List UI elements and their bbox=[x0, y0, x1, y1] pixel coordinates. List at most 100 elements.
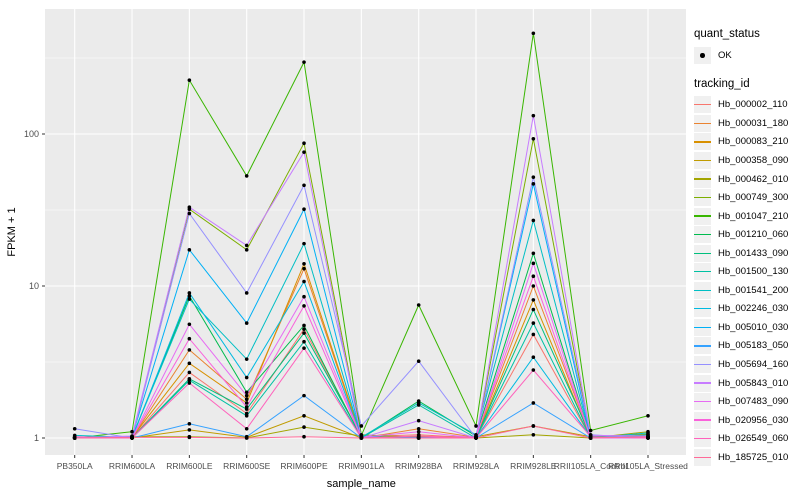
data-point bbox=[531, 368, 536, 372]
line-marker-key bbox=[694, 430, 711, 448]
data-point bbox=[588, 428, 593, 433]
data-point bbox=[187, 297, 192, 301]
line-marker-key bbox=[694, 207, 711, 225]
data-point bbox=[646, 431, 650, 435]
legend-entry: Hb_000749_300 bbox=[694, 188, 800, 207]
x-axis-title: sample_name bbox=[327, 478, 396, 490]
series-color-line-icon bbox=[694, 271, 711, 273]
legend-entry: Hb_001210_060 bbox=[694, 225, 800, 244]
data-point bbox=[244, 248, 249, 252]
data-point bbox=[187, 294, 192, 298]
data-point bbox=[244, 375, 249, 380]
data-point bbox=[302, 60, 306, 64]
data-point bbox=[302, 425, 306, 429]
x-tick-label: RRIM600SE bbox=[223, 461, 271, 471]
legend-entry: Hb_005183_050 bbox=[694, 337, 800, 356]
data-point bbox=[531, 321, 536, 325]
x-tick-label: RRIM600PE bbox=[280, 461, 328, 471]
legend-entry: Hb_005843_010 bbox=[694, 374, 800, 393]
legend-entry-label: Hb_005183_050 bbox=[718, 340, 789, 352]
line-marker-key bbox=[694, 226, 711, 244]
legend-entry-label: Hb_002246_030 bbox=[718, 303, 789, 315]
legend-entry: Hb_000358_090 bbox=[694, 151, 800, 170]
legend-title-quant-status: quant_status bbox=[694, 28, 760, 40]
legend-entry: Hb_007483_090 bbox=[694, 392, 800, 411]
data-point bbox=[474, 436, 478, 440]
data-point bbox=[531, 136, 536, 141]
x-tick-label: RRIM928LE bbox=[510, 461, 557, 471]
data-point bbox=[531, 307, 536, 312]
data-point bbox=[302, 346, 306, 350]
plot-panel bbox=[45, 9, 686, 455]
data-point bbox=[416, 429, 421, 434]
data-point bbox=[302, 141, 306, 145]
x-tick-label: RRII105LA_Control bbox=[554, 461, 628, 471]
data-point bbox=[416, 401, 421, 405]
series-color-line-icon bbox=[694, 122, 711, 124]
x-tick-label: RRIM901LA bbox=[338, 461, 385, 471]
legend-entry-label: Hb_000031_180 bbox=[718, 117, 789, 129]
legend-entry: Hb_002246_030 bbox=[694, 300, 800, 319]
x-tick-label: RRIM600LE bbox=[166, 461, 213, 471]
data-point bbox=[302, 434, 306, 439]
data-point bbox=[302, 413, 306, 418]
legend-entry: Hb_000002_110 bbox=[694, 96, 800, 115]
data-point bbox=[187, 428, 192, 432]
x-tick-label: RRIM928BA bbox=[395, 461, 443, 471]
line-marker-key bbox=[694, 393, 711, 411]
legend-entry-label: OK bbox=[718, 49, 732, 61]
data-point bbox=[531, 284, 536, 288]
data-point bbox=[646, 434, 650, 439]
legend-entry-label: Hb_185725_010 bbox=[718, 451, 789, 463]
data-point bbox=[187, 421, 192, 426]
data-point bbox=[244, 426, 249, 431]
line-marker-key bbox=[694, 244, 711, 262]
data-point bbox=[302, 183, 306, 188]
data-point bbox=[302, 323, 306, 328]
series-color-line-icon bbox=[694, 400, 711, 403]
series-color-line-icon bbox=[694, 233, 711, 236]
data-point bbox=[187, 361, 192, 366]
data-point bbox=[244, 393, 249, 398]
line-marker-key bbox=[694, 448, 711, 466]
point-marker-key bbox=[694, 46, 711, 64]
legend-entry: Hb_185725_010 bbox=[694, 448, 800, 467]
legend-entry-label: Hb_000749_300 bbox=[718, 192, 789, 204]
line-marker-key bbox=[694, 281, 711, 299]
legend-entry-label: Hb_001433_090 bbox=[718, 247, 789, 259]
series-color-line-icon bbox=[694, 289, 711, 291]
ok-point-icon bbox=[700, 52, 705, 58]
legend-entry: Hb_000462_010 bbox=[694, 170, 800, 189]
data-point bbox=[302, 150, 306, 154]
series-color-line-icon bbox=[694, 419, 711, 421]
data-point bbox=[416, 426, 421, 431]
data-point bbox=[187, 211, 192, 216]
legend-entry: Hb_000083_210 bbox=[694, 133, 800, 152]
data-point bbox=[531, 332, 536, 337]
data-point bbox=[531, 182, 536, 186]
data-point bbox=[531, 261, 536, 266]
data-point bbox=[359, 436, 364, 440]
x-tick-label: RRIM600LA bbox=[109, 461, 156, 471]
data-point bbox=[244, 291, 249, 295]
data-point bbox=[302, 294, 306, 299]
data-point bbox=[187, 205, 192, 209]
data-point bbox=[302, 327, 306, 331]
legend-entry-label: Hb_020956_030 bbox=[718, 414, 789, 426]
data-point bbox=[531, 298, 536, 302]
data-point bbox=[531, 355, 536, 360]
legend-entry-label: Hb_000083_210 bbox=[718, 136, 789, 148]
series-color-line-icon bbox=[694, 252, 711, 254]
data-point bbox=[244, 401, 249, 405]
y-tick-label: 100 bbox=[24, 129, 39, 139]
legend-entry-label: Hb_005843_010 bbox=[718, 377, 789, 389]
line-marker-key bbox=[694, 151, 711, 169]
series-color-line-icon bbox=[694, 438, 711, 440]
series-color-line-icon bbox=[694, 196, 711, 199]
y-tick-label: 1 bbox=[34, 433, 39, 443]
data-point bbox=[302, 207, 306, 212]
legend-entry: Hb_001500_130 bbox=[694, 262, 800, 281]
data-point bbox=[187, 291, 192, 295]
legend-entry-label: Hb_000462_010 bbox=[718, 173, 789, 185]
